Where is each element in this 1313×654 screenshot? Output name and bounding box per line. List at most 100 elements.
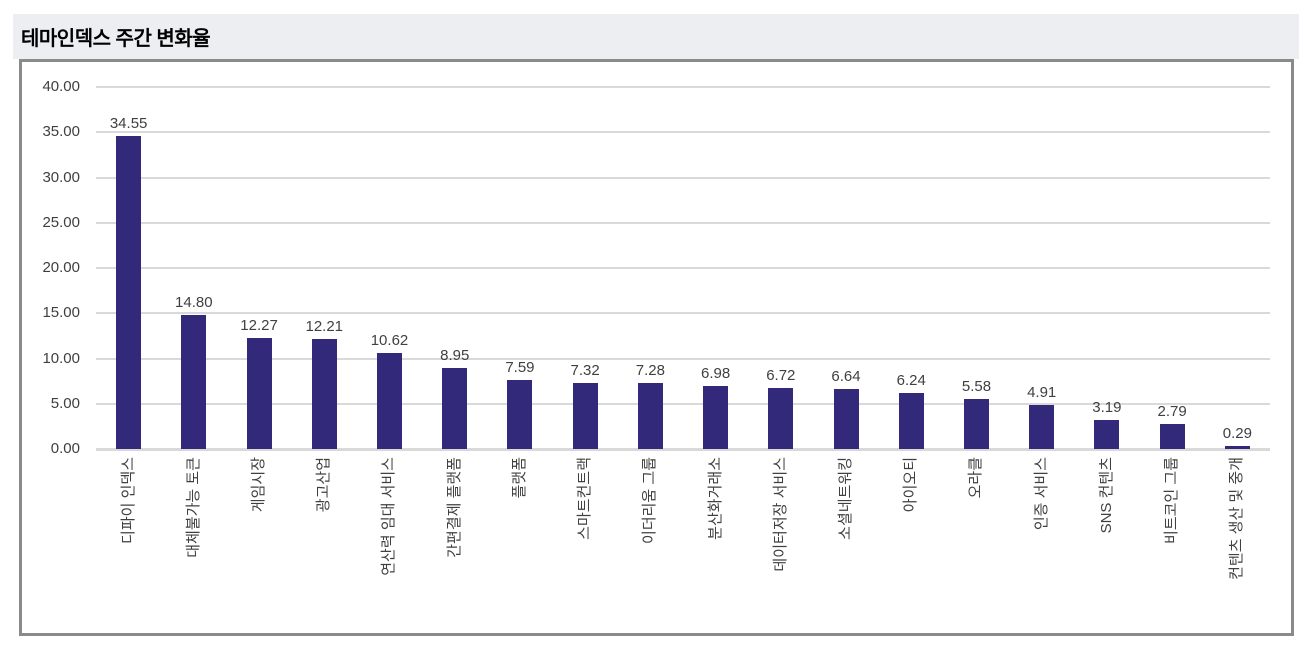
y-tick-label: 30.00 — [42, 168, 80, 186]
category-cell: 디파이 인덱스 — [96, 457, 161, 637]
y-tick-label: 10.00 — [42, 349, 80, 367]
category-cell: 인증 서비스 — [1009, 457, 1074, 637]
category-cell: 분산화거래소 — [683, 457, 748, 637]
bars-series: 34.55 14.80 12.27 12.21 10.62 8.95 7.59 7.32 7.2… — [96, 87, 1270, 449]
bar-value-label: 5.58 — [961, 377, 992, 395]
gridline — [96, 448, 1270, 451]
bar-value-label: 6.98 — [700, 364, 731, 382]
bar-value-label: 0.29 — [1222, 425, 1252, 443]
category-cell: 광고산업 — [292, 457, 357, 637]
bar-column: 4.91 — [1009, 87, 1074, 449]
category-label: 소셜네트워킹 — [837, 457, 855, 540]
category-label: SNS 컨텐츠 — [1097, 457, 1115, 534]
gridline — [96, 357, 1270, 360]
gridline — [96, 86, 1270, 88]
bar: 7.59 — [505, 359, 535, 449]
bar-value-label: 7.28 — [635, 362, 665, 380]
bar-column: 7.59 — [487, 87, 552, 449]
category-label: 분산화거래소 — [706, 457, 724, 540]
bar-column: 10.62 — [357, 87, 422, 449]
x-axis-labels: 디파이 인덱스 대체불가능 토큰 게임시장 광고산업 연산력 임대 서비스 간편결제 플랫… — [96, 457, 1270, 637]
bar-value-label: 10.62 — [370, 331, 409, 349]
category-cell: 플랫폼 — [487, 457, 552, 637]
bar: 0.29 — [1223, 425, 1252, 449]
bar-column: 6.98 — [683, 87, 748, 449]
chart-title: 테마인덱스 주간 변화율 — [13, 14, 1299, 59]
category-label: 인증 서비스 — [1032, 457, 1050, 531]
bar-value-label: 7.32 — [570, 361, 600, 379]
category-label: 광고산업 — [315, 457, 333, 513]
bar-column: 0.29 — [1205, 87, 1270, 449]
bar-column: 12.27 — [226, 87, 291, 449]
category-label: 오라클 — [967, 457, 985, 499]
bar-value-label: 6.72 — [766, 367, 796, 385]
gridline — [96, 267, 1270, 269]
bar: 3.19 — [1092, 399, 1121, 449]
bar: 6.64 — [831, 368, 861, 449]
category-cell: 게임시장 — [226, 457, 291, 637]
bar-value-label: 8.95 — [440, 347, 470, 365]
bar: 6.72 — [766, 367, 795, 449]
category-cell: 이더리움 그룹 — [618, 457, 683, 637]
category-cell: 스마트컨트랙 — [553, 457, 618, 637]
bar-value-label: 7.59 — [505, 359, 535, 377]
bar: 5.58 — [962, 378, 991, 449]
bar: 6.98 — [701, 365, 730, 449]
y-tick-label: 35.00 — [42, 123, 80, 141]
bar-value-label: 6.24 — [896, 371, 926, 389]
plot-area: 0.00 5.00 10.00 15.00 20.00 25.00 30.00 35.00 40… — [42, 78, 1270, 580]
category-cell: 소셜네트워킹 — [813, 457, 878, 637]
bar-value-label: 14.80 — [175, 294, 213, 312]
category-label: 이더리움 그룹 — [641, 457, 659, 544]
category-label: 아이오티 — [902, 457, 920, 513]
y-tick-label: 5.00 — [50, 394, 80, 412]
category-label: 대체불가능 토큰 — [184, 457, 202, 558]
bar-value-label: 6.64 — [831, 367, 861, 385]
bar-column: 34.55 — [96, 87, 161, 449]
gridline — [96, 402, 1270, 405]
bar-column: 6.24 — [879, 87, 944, 449]
y-tick-label: 25.00 — [42, 213, 80, 231]
bar-column: 7.28 — [618, 87, 683, 449]
bar: 14.80 — [175, 294, 213, 449]
bar-value-label: 34.55 — [109, 115, 148, 133]
chart-area: 0.00 5.00 10.00 15.00 20.00 25.00 30.00 35.00 40… — [19, 59, 1294, 636]
category-cell: 오라클 — [944, 457, 1009, 637]
y-tick-label: 40.00 — [42, 78, 80, 95]
category-cell: 데이터저장 서비스 — [748, 457, 813, 637]
gridline — [96, 221, 1270, 224]
bar: 6.24 — [897, 372, 926, 449]
bar-column: 3.19 — [1074, 87, 1139, 449]
bar-column: 12.21 — [292, 87, 357, 449]
y-tick-label: 15.00 — [42, 304, 80, 322]
category-cell: 간편결제 플랫폼 — [422, 457, 487, 637]
category-cell: 연산력 임대 서비스 — [357, 457, 422, 637]
gridline — [96, 131, 1270, 134]
bar-column: 5.58 — [944, 87, 1009, 449]
bar: 8.95 — [440, 347, 469, 449]
bar-column: 6.72 — [748, 87, 813, 449]
bar-value-label: 12.27 — [240, 316, 278, 334]
category-cell: 컨텐츠 생산 및 중개 — [1205, 457, 1270, 637]
bar-value-label: 4.91 — [1027, 383, 1057, 401]
category-label: 디파이 인덱스 — [119, 457, 137, 544]
category-cell: 비트코인 그룹 — [1140, 457, 1205, 637]
bar: 10.62 — [371, 332, 408, 449]
category-label: 플랫폼 — [510, 457, 528, 499]
bar-value-label: 3.19 — [1092, 399, 1122, 417]
category-label: 비트코인 그룹 — [1163, 457, 1181, 544]
bar: 4.91 — [1027, 384, 1056, 449]
bar-column: 14.80 — [161, 87, 226, 449]
bar-column: 6.64 — [813, 87, 878, 449]
category-label: 데이터저장 서비스 — [771, 457, 789, 572]
category-label: 스마트컨트랙 — [576, 457, 594, 540]
bar: 12.27 — [240, 317, 278, 449]
bar: 12.21 — [305, 318, 343, 449]
category-label: 연산력 임대 서비스 — [380, 457, 398, 576]
bar-column: 7.32 — [553, 87, 618, 449]
gridline — [96, 312, 1270, 315]
bar-value-label: 2.79 — [1157, 402, 1187, 420]
category-cell: SNS 컨텐츠 — [1074, 457, 1139, 637]
y-tick-label: 0.00 — [50, 440, 80, 457]
